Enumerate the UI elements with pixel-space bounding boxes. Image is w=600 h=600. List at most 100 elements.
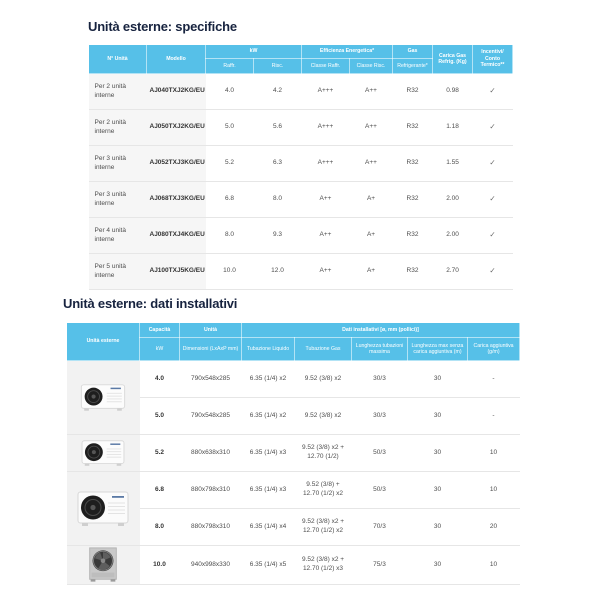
liquid-pipe-cell: 6.35 (1/4) x2 [241,360,295,398]
kw-cooling-cell: 5.2 [205,145,254,182]
col-header-max-length-no-charge: Lunghezza max senza carica aggiuntiva (m… [407,337,468,361]
kw-heating-cell: 9.3 [253,217,302,254]
col-header-max-pipe-length: Lunghezza tubazioni massima [351,337,408,361]
class-heating-cell: A+ [349,253,393,290]
outdoor-unit-large-image [66,471,140,546]
refrigerant-cell: R32 [392,73,433,110]
extra-charge-cell: 10 [467,545,520,585]
table-row: Per 4 unità interne AJ080TXJ4KG/EU 8.0 9… [88,217,513,254]
table-row: Per 3 unità interne AJ068TXJ3KG/EU 6.8 8… [88,181,513,218]
max-no-charge-cell: 30 [407,508,468,546]
refrigerant-cell: R32 [392,253,433,290]
capacity-cell: 5.0 [139,397,180,435]
table-row: Per 2 unità interne AJ050TXJ2KG/EU 5.0 5… [88,109,513,146]
max-no-charge-cell: 30 [407,545,468,585]
refrigerant-cell: R32 [392,217,433,254]
liquid-pipe-cell: 6.35 (1/4) x2 [241,397,295,435]
specs-table-header: N° Unità Modello kW Efficienza Energetic… [88,44,514,74]
max-length-cell: 30/3 [351,397,408,435]
outdoor-unit-image [80,383,126,411]
col-header-class-heating: Classe Risc. [348,58,394,74]
extra-charge-cell: 20 [467,508,520,546]
col-header-gas-pipe: Tubazione Gas [294,337,352,361]
units-cell: Per 4 unità interne [88,217,147,254]
class-cooling-cell: A++ [301,217,350,254]
class-heating-cell: A+ [349,181,393,218]
outdoor-units-specs-table: N° Unità Modello kW Efficienza Energetic… [88,44,514,290]
table-row: 8.0 880x798x310 6.35 (1/4) x4 9.52 (3/8)… [67,508,520,546]
install-table-title: Unità esterne: dati installativi [63,296,238,311]
gas-pipe-cell: 9.52 (3/8) + 12.70 (1/2) x2 [294,471,352,509]
kw-cooling-cell: 4.0 [205,73,254,110]
model-cell: AJ068TXJ3KG/EU [146,181,206,218]
install-table-header: Unità esterne Capacità Unità Dati instal… [66,322,521,361]
model-cell: AJ052TXJ3KG/EU [146,145,206,182]
gas-charge-cell: 2.00 [432,181,473,218]
kw-heating-cell: 4.2 [253,73,302,110]
kw-heating-cell: 6.3 [253,145,302,182]
class-cooling-cell: A+++ [301,73,350,110]
model-cell: AJ080TXJ4KG/EU [146,217,206,254]
dimensions-cell: 940x998x330 [179,545,242,585]
col-group-efficiency: Efficienza Energetica* [300,44,394,59]
extra-charge-cell: 10 [467,434,520,472]
table-row: Per 2 unità interne AJ040TXJ2KG/EU 4.0 4… [88,73,513,110]
class-heating-cell: A+ [349,217,393,254]
dimensions-cell: 880x638x310 [179,434,242,472]
table-row: 4.0 790x548x285 6.35 (1/4) x2 9.52 (3/8)… [66,360,520,435]
max-length-cell: 75/3 [351,545,408,585]
gas-charge-cell: 0.98 [432,73,473,110]
outdoor-unit-image [77,491,129,526]
gas-charge-cell: 2.70 [432,253,473,290]
refrigerant-cell: R32 [392,145,433,182]
model-cell: AJ040TXJ2KG/EU [146,73,206,110]
gas-pipe-cell: 9.52 (3/8) x2 + 12.70 (1/2) [294,434,352,472]
col-group-unit: Unità [179,322,242,338]
capacity-cell: 10.0 [139,545,180,585]
max-no-charge-cell: 30 [407,471,468,509]
max-no-charge-cell: 30 [407,397,468,435]
max-length-cell: 30/3 [351,360,408,398]
units-cell: Per 3 unità interne [88,145,147,182]
capacity-cell: 8.0 [139,508,180,546]
gas-pipe-cell: 9.52 (3/8) x2 + 12.70 (1/2) x3 [294,545,352,585]
max-length-cell: 50/3 [351,434,408,472]
class-cooling-cell: A+++ [301,145,350,182]
capacity-cell: 5.2 [139,434,180,472]
col-header-extra-charge: Carica aggiuntiva (g/m) [466,337,521,361]
liquid-pipe-cell: 6.35 (1/4) x3 [241,434,295,472]
col-group-gas: Gas [392,44,434,59]
col-header-capacity-kw: kW [139,337,180,361]
liquid-pipe-cell: 6.35 (1/4) x3 [241,471,295,509]
col-header-class-cooling: Classe Raffr. [301,58,350,74]
incentive-check-cell: ✓ [472,109,513,146]
class-cooling-cell: A++ [301,181,350,218]
incentive-check-cell: ✓ [472,73,513,110]
col-header-incentive: Incentivi/ Conto Termico** [472,44,514,74]
dimensions-cell: 880x798x310 [179,508,242,546]
class-heating-cell: A++ [349,109,393,146]
kw-cooling-cell: 6.8 [205,181,254,218]
units-cell: Per 5 unità interne [88,253,147,290]
table-row: 10.0 940x998x330 6.35 (1/4) x5 9.52 (3/8… [66,545,520,585]
kw-cooling-cell: 10.0 [205,253,254,290]
col-group-kw: kW [205,44,302,59]
gas-pipe-cell: 9.52 (3/8) x2 [294,360,352,398]
table-row: Per 3 unità interne AJ052TXJ3KG/EU 5.2 6… [88,145,513,182]
table-row: 5.0 790x548x285 6.35 (1/4) x2 9.52 (3/8)… [67,397,520,435]
dimensions-cell: 880x798x310 [179,471,242,509]
col-header-kw-cooling: Raffr. [205,58,254,74]
capacity-cell: 4.0 [139,360,180,398]
liquid-pipe-cell: 6.35 (1/4) x5 [241,545,295,585]
extra-charge-cell: - [467,360,520,398]
capacity-cell: 6.8 [139,471,180,509]
outdoor-unit-medium-image [66,434,140,472]
gas-charge-cell: 2.00 [432,217,473,254]
class-cooling-cell: A+++ [301,109,350,146]
col-header-liquid-pipe: Tubazione Liquido [241,337,295,361]
max-no-charge-cell: 30 [407,360,468,398]
class-heating-cell: A++ [349,145,393,182]
col-header-units: N° Unità [88,44,147,74]
class-cooling-cell: A++ [301,253,350,290]
